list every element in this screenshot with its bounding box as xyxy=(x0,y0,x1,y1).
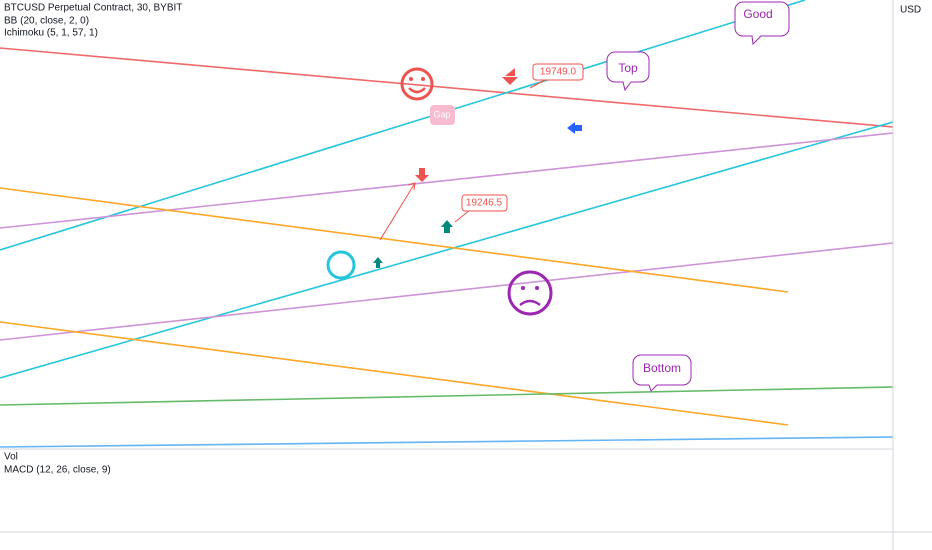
axis-unit: USD xyxy=(900,5,921,16)
trendline xyxy=(0,0,806,251)
header: Ichimoku (5, 1, 57, 1) xyxy=(4,28,98,39)
trendline xyxy=(0,436,894,448)
bubble xyxy=(606,51,650,92)
trendline xyxy=(0,47,894,128)
bubble-text: Bottom xyxy=(643,361,681,375)
sad-mouth xyxy=(519,299,541,307)
drawings xyxy=(0,0,894,448)
trendline xyxy=(0,321,789,426)
arrow-head xyxy=(407,182,416,191)
sad-eye xyxy=(535,286,539,290)
bubble-text: Top xyxy=(618,61,638,75)
up-arrow xyxy=(441,220,453,233)
trendline xyxy=(0,386,894,406)
price-callout-text: 19246.5 xyxy=(466,198,503,209)
header: BB (20, close, 2, 0) xyxy=(4,16,89,27)
trendline xyxy=(0,121,894,379)
header: BTCUSD Perpetual Contract, 30, BYBIT xyxy=(4,3,182,14)
price-axis xyxy=(893,0,932,550)
down-arrow xyxy=(502,68,518,85)
circle-mark xyxy=(326,250,356,280)
left-arrow xyxy=(567,122,582,134)
price-callout xyxy=(461,194,508,212)
icons xyxy=(326,67,582,316)
header: MACD (12, 26, close, 9) xyxy=(4,465,111,476)
sad-face xyxy=(507,270,553,316)
trendline xyxy=(0,132,894,229)
arrow-line xyxy=(379,182,416,241)
callout-line xyxy=(529,79,546,89)
price-callout xyxy=(532,63,584,81)
trendline xyxy=(0,187,789,293)
bubble-text: Good xyxy=(743,7,772,21)
bubble xyxy=(632,354,692,392)
price-callout-text: 19749.0 xyxy=(540,67,577,78)
sad-eye xyxy=(521,286,525,290)
gap-box xyxy=(430,105,455,125)
up-arrow xyxy=(373,257,383,268)
smiley-eye xyxy=(421,77,425,81)
gap-text: Gap xyxy=(433,109,450,119)
down-arrow xyxy=(415,168,429,182)
smiley xyxy=(400,67,434,101)
bubble xyxy=(734,1,790,46)
callouts: Good Top Bottom 19749.0 19246.5 Gap xyxy=(430,1,790,392)
smiley-mouth xyxy=(408,87,426,94)
smiley-eye xyxy=(409,77,413,81)
callout-line xyxy=(454,209,471,223)
header: Vol xyxy=(4,452,18,463)
trendline xyxy=(0,242,894,341)
